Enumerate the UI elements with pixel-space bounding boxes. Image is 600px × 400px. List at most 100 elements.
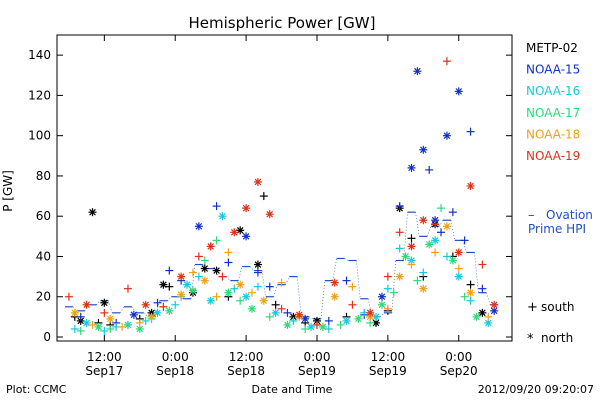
data-point-metp-02 xyxy=(253,260,262,269)
data-point-noaa-17 xyxy=(377,300,386,309)
data-point-noaa-17 xyxy=(425,240,434,249)
data-point-noaa-18 xyxy=(135,318,144,327)
data-point-noaa-18 xyxy=(383,304,392,313)
hpi-connector xyxy=(108,300,113,313)
hpi-connector xyxy=(238,266,243,281)
x-tick-date: Sep18 xyxy=(156,364,194,378)
south-symbol: + xyxy=(527,300,538,315)
data-point-noaa-16 xyxy=(324,324,333,333)
marker-key: + south * north xyxy=(527,300,575,347)
data-point-noaa-19 xyxy=(395,228,404,237)
data-point-noaa-15 xyxy=(342,276,351,285)
x-tick-time: 0:00 xyxy=(162,350,189,364)
data-point-noaa-15 xyxy=(253,268,262,277)
data-point-noaa-16 xyxy=(206,296,215,305)
data-point-noaa-15 xyxy=(153,298,162,307)
data-point-noaa-19 xyxy=(366,308,375,317)
legend-item-noaa-15: NOAA-15 xyxy=(526,63,580,77)
data-point-noaa-16 xyxy=(271,308,280,317)
data-point-noaa-16 xyxy=(230,284,239,293)
data-point-metp-02 xyxy=(466,280,475,289)
data-point-noaa-18 xyxy=(431,248,440,257)
plot-frame xyxy=(56,34,513,342)
hpi-connector xyxy=(356,260,361,299)
hpi-connector xyxy=(462,240,467,253)
data-point-noaa-16 xyxy=(419,268,428,277)
y-tick-label: 140 xyxy=(28,48,51,62)
data-point-metp-02 xyxy=(407,234,416,243)
plot-source: Plot: CCMC xyxy=(6,383,67,396)
data-point-noaa-19 xyxy=(454,248,463,257)
data-point-metp-02 xyxy=(200,264,209,273)
hpi-connector xyxy=(486,292,491,305)
data-point-noaa-18 xyxy=(466,288,475,297)
data-point-noaa-19 xyxy=(123,284,132,293)
hpi-connector xyxy=(379,312,385,318)
data-point-noaa-19 xyxy=(490,300,499,309)
data-point-noaa-15 xyxy=(212,202,221,211)
hpi-connector xyxy=(450,220,456,241)
chart-title: Hemispheric Power [GW] xyxy=(189,14,376,32)
hpi-connector xyxy=(285,276,290,285)
data-point-noaa-17 xyxy=(448,256,457,265)
data-point-noaa-18 xyxy=(395,272,404,281)
data-point-noaa-15 xyxy=(425,165,434,174)
ovation-marker: – xyxy=(528,208,535,223)
data-point-noaa-17 xyxy=(224,288,233,297)
data-point-noaa-17 xyxy=(236,296,245,305)
data-point-noaa-16 xyxy=(141,316,150,325)
hpi-connector xyxy=(403,212,408,261)
data-point-noaa-16 xyxy=(171,300,180,309)
ovation-hpi-series xyxy=(64,211,499,320)
data-point-noaa-19 xyxy=(218,272,227,281)
data-point-noaa-17 xyxy=(354,314,363,323)
data-point-noaa-15 xyxy=(76,312,85,321)
legend-item-noaa-19: NOAA-19 xyxy=(526,149,580,163)
data-point-noaa-19 xyxy=(295,310,304,319)
data-point-noaa-19 xyxy=(230,228,239,237)
data-point-noaa-18 xyxy=(147,312,156,321)
data-point-noaa-16 xyxy=(466,296,475,305)
data-point-noaa-19 xyxy=(407,242,416,251)
north-label: north xyxy=(541,331,573,345)
data-point-noaa-15 xyxy=(478,284,487,293)
x-tick-date: Sep20 xyxy=(440,364,478,378)
hpi-connector xyxy=(226,276,231,281)
data-point-noaa-15 xyxy=(395,202,404,211)
x-tick-date: Sep19 xyxy=(298,364,336,378)
hpi-connector xyxy=(297,276,302,317)
data-point-noaa-19 xyxy=(100,308,109,317)
data-point-noaa-19 xyxy=(159,302,168,311)
data-point-noaa-18 xyxy=(330,292,339,301)
data-point-noaa-16 xyxy=(383,284,392,293)
hpi-connector xyxy=(131,306,137,314)
data-point-noaa-17 xyxy=(336,320,345,329)
y-tick-label: 0 xyxy=(43,330,51,344)
x-tick-time: 12:00 xyxy=(87,350,122,364)
hpi-connector xyxy=(273,284,278,297)
data-point-noaa-18 xyxy=(88,320,97,329)
y-tick-label: 40 xyxy=(36,249,51,263)
data-point-noaa-16 xyxy=(218,212,227,221)
data-point-noaa-15 xyxy=(194,222,203,231)
data-point-noaa-17 xyxy=(76,326,85,335)
data-point-noaa-18 xyxy=(200,276,209,285)
data-point-noaa-19 xyxy=(419,216,428,225)
data-point-noaa-19 xyxy=(194,252,203,261)
data-point-noaa-18 xyxy=(236,280,245,289)
x-tick-time: 12:00 xyxy=(371,350,406,364)
data-point-noaa-15 xyxy=(242,232,251,241)
data-point-noaa-15 xyxy=(265,282,274,291)
legend-item-noaa-17: NOAA-17 xyxy=(526,106,580,120)
data-point-noaa-18 xyxy=(484,312,493,321)
hpi-connector xyxy=(261,270,267,297)
data-point-noaa-15 xyxy=(437,228,446,237)
y-tick-label: 100 xyxy=(28,129,51,143)
hpi-connector xyxy=(143,312,148,318)
data-point-noaa-17 xyxy=(165,306,174,315)
data-point-noaa-18 xyxy=(419,284,428,293)
legend-item-metp-02: METP-02 xyxy=(526,41,578,55)
data-point-noaa-17 xyxy=(460,292,469,301)
data-point-noaa-17 xyxy=(106,324,115,333)
